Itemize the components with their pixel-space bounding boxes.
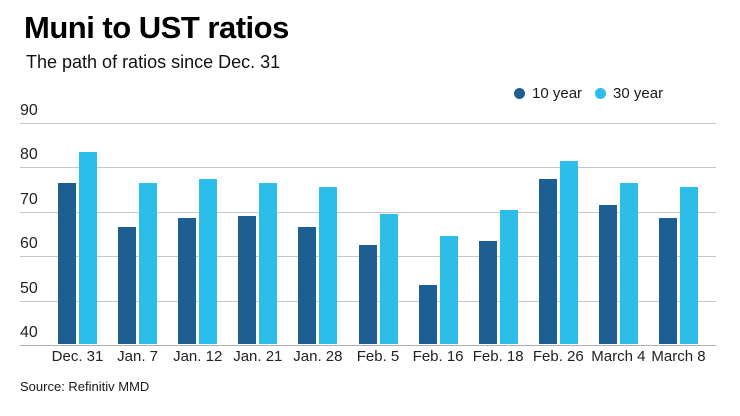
x-axis-label-Feb-5: Feb. 5 (356, 348, 400, 365)
bar-30-year-Jan-21 (259, 182, 278, 344)
legend-item-30-year: 30 year (595, 85, 663, 102)
y-axis-label-90: 90 (20, 102, 38, 119)
bar-10-year-Jan-7 (118, 227, 137, 344)
y-axis-label-50: 50 (20, 279, 38, 297)
bar-10-year-Feb-16 (418, 285, 437, 344)
y-axis-label-60: 60 (20, 235, 38, 253)
bar-10-year-March-4 (598, 205, 617, 344)
x-axis-label-Feb-26: Feb. 26 (532, 348, 584, 365)
x-axis-label-Dec-31: Dec. 31 (51, 348, 104, 365)
bar-30-year-March-4 (619, 182, 638, 344)
plot-area: 40 50 60 70 80 90 Dec. 31 Jan. 7 Jan. 12 Jan. 21 J… (20, 103, 716, 365)
y-axis-label-70: 70 (20, 190, 38, 208)
bar-10-year-Jan-28 (298, 227, 317, 344)
gridline-90 (20, 123, 716, 124)
bar-30-year-Feb-18 (499, 209, 518, 344)
bar-10-year-Feb-5 (358, 245, 377, 344)
bar-30-year-Dec-31 (79, 151, 97, 344)
legend-label-30-year: 30 year (613, 85, 664, 102)
bar-10-year-Jan-21 (238, 216, 257, 344)
gridline-80 (20, 167, 716, 169)
x-axis-label-Jan-21: Jan. 21 (233, 348, 283, 365)
bar-10-year-Feb-18 (478, 240, 497, 344)
gridline-70 (20, 211, 716, 213)
bar-30-year-Jan-28 (319, 187, 338, 344)
legend-item-10-year: 10 year (514, 85, 582, 102)
bar-30-year-Jan-7 (139, 182, 158, 344)
bar-30-year-Feb-16 (439, 236, 458, 344)
x-axis-label-Feb-18: Feb. 18 (472, 348, 524, 365)
bar-10-year-Dec-31 (58, 182, 76, 344)
y-axis-label-40: 40 (20, 324, 38, 341)
source-note: Source: Refinitiv MMD (20, 379, 150, 394)
bar-10-year-Jan-12 (178, 218, 197, 344)
bar-30-year-Feb-26 (559, 160, 578, 344)
bar-10-year-Feb-26 (538, 178, 557, 344)
bar-30-year-March-8 (680, 187, 698, 344)
x-axis-label-Jan-28: Jan. 28 (293, 348, 343, 365)
x-axis-line (20, 345, 716, 346)
legend-dot-10-year-icon (514, 88, 525, 99)
bar-30-year-Jan-12 (199, 178, 218, 344)
chart-subtitle: The path of ratios since Dec. 31 (26, 52, 281, 72)
x-axis-label-Feb-16: Feb. 16 (412, 348, 464, 365)
bar-10-year-March-8 (659, 218, 677, 344)
page-title: Muni to UST ratios (24, 10, 289, 45)
bar-30-year-Feb-5 (379, 214, 398, 344)
y-axis-label-80: 80 (20, 146, 38, 164)
chart-legend: 10 year 30 year (514, 85, 663, 102)
legend-dot-30-year-icon (595, 88, 607, 99)
x-axis-label-Jan-12: Jan. 12 (173, 348, 223, 365)
legend-label-10-year: 10 year (532, 85, 583, 102)
x-axis-label-Jan-7: Jan. 7 (117, 348, 159, 365)
x-axis-label-March-4: March 4 (591, 348, 646, 365)
x-axis-label-March-8: March 8 (651, 348, 706, 365)
